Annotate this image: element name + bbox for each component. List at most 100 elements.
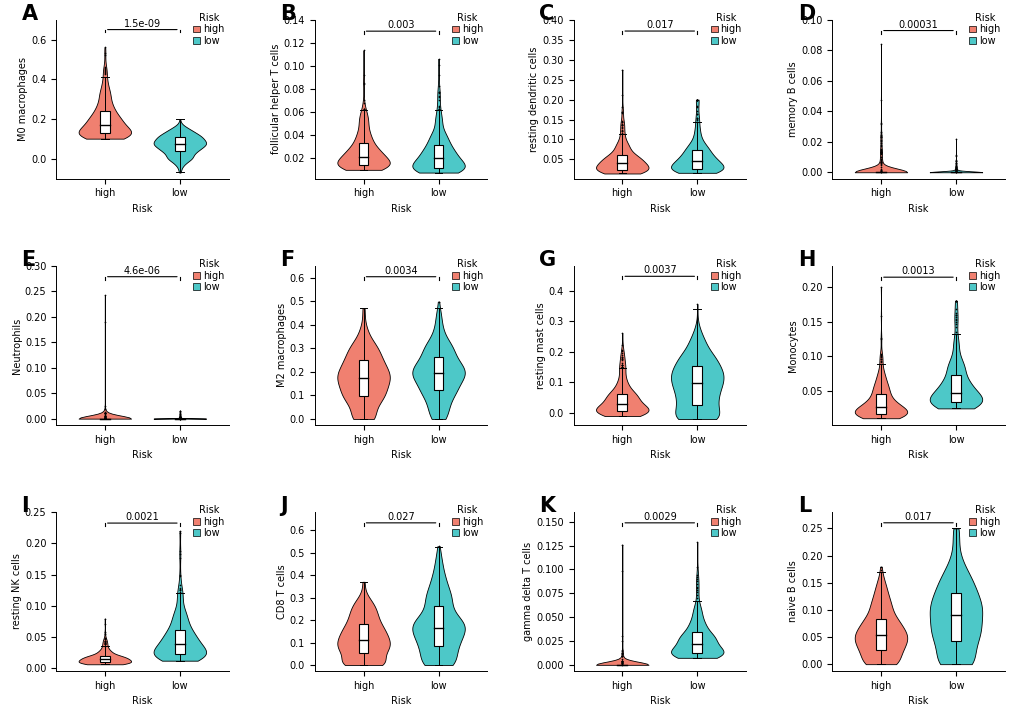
Point: [613, 656, 630, 667]
Point: [947, 295, 963, 307]
Point: [689, 561, 705, 572]
Point: [171, 410, 187, 422]
Point: [97, 626, 113, 637]
Legend: high, low: high, low: [193, 504, 225, 539]
Point: [689, 101, 705, 112]
Point: [613, 359, 630, 371]
Point: [872, 147, 889, 158]
Point: [872, 131, 889, 143]
Point: [689, 102, 705, 113]
Point: [872, 119, 889, 130]
Point: [613, 116, 630, 127]
Point: [613, 357, 630, 368]
Point: [689, 105, 705, 116]
Point: [97, 613, 113, 624]
Point: [872, 310, 889, 322]
Point: [171, 413, 187, 424]
Point: [613, 659, 630, 670]
Point: [171, 405, 187, 417]
Text: G: G: [538, 250, 555, 270]
Point: [97, 413, 113, 424]
Point: [689, 581, 705, 593]
Point: [947, 326, 963, 337]
Point: [171, 411, 187, 422]
Point: [613, 122, 630, 133]
Point: [613, 115, 630, 126]
Point: [947, 295, 963, 307]
Point: [689, 592, 705, 604]
Point: [613, 119, 630, 131]
Point: [97, 62, 113, 74]
Point: [872, 137, 889, 148]
Point: [97, 317, 113, 328]
Text: E: E: [21, 250, 36, 270]
Point: [872, 281, 889, 293]
Point: [613, 361, 630, 373]
Point: [947, 314, 963, 325]
Point: [97, 290, 113, 301]
Point: [613, 657, 630, 668]
Point: [689, 112, 705, 124]
X-axis label: Risk: Risk: [132, 450, 153, 460]
Point: [613, 656, 630, 667]
Point: [171, 408, 187, 420]
Point: [613, 360, 630, 371]
Point: [947, 164, 963, 175]
Point: [97, 408, 113, 420]
Point: [947, 315, 963, 326]
Point: [872, 141, 889, 152]
Point: [171, 583, 187, 594]
Point: [171, 552, 187, 564]
Point: [171, 582, 187, 594]
Point: [613, 119, 630, 131]
Point: [947, 310, 963, 321]
Point: [430, 86, 446, 97]
Point: [430, 91, 446, 102]
Point: [171, 413, 187, 425]
Point: [613, 346, 630, 357]
Bar: [359, 360, 368, 395]
Point: [171, 167, 187, 178]
Point: [97, 640, 113, 651]
Point: [872, 148, 889, 159]
Bar: [100, 655, 110, 662]
Point: [97, 633, 113, 644]
Y-axis label: resting dendritic cells: resting dendritic cells: [529, 47, 539, 152]
Point: [947, 157, 963, 168]
Legend: high, low: high, low: [968, 258, 1001, 293]
Point: [689, 584, 705, 595]
Point: [872, 127, 889, 138]
Y-axis label: CD8 T cells: CD8 T cells: [277, 564, 286, 619]
Point: [430, 102, 446, 113]
Point: [613, 655, 630, 667]
Point: [947, 295, 963, 307]
Point: [355, 69, 371, 80]
Point: [947, 157, 963, 168]
Point: [97, 635, 113, 647]
Point: [613, 630, 630, 642]
Point: [171, 413, 187, 424]
Point: [171, 571, 187, 582]
Point: [689, 112, 705, 124]
Point: [97, 638, 113, 649]
Point: [97, 409, 113, 420]
Point: [355, 97, 371, 109]
Point: [872, 564, 889, 576]
Point: [613, 650, 630, 661]
Point: [97, 628, 113, 640]
Point: [872, 332, 889, 344]
Point: [355, 104, 371, 115]
Point: [430, 59, 446, 70]
Text: A: A: [21, 4, 38, 24]
Point: [97, 64, 113, 75]
Point: [97, 632, 113, 643]
Bar: [875, 394, 884, 414]
Point: [872, 129, 889, 141]
Text: L: L: [797, 496, 810, 516]
Point: [171, 545, 187, 557]
Text: B: B: [280, 4, 296, 24]
Point: [97, 412, 113, 423]
Point: [430, 104, 446, 115]
Point: [947, 309, 963, 320]
Point: [613, 361, 630, 372]
